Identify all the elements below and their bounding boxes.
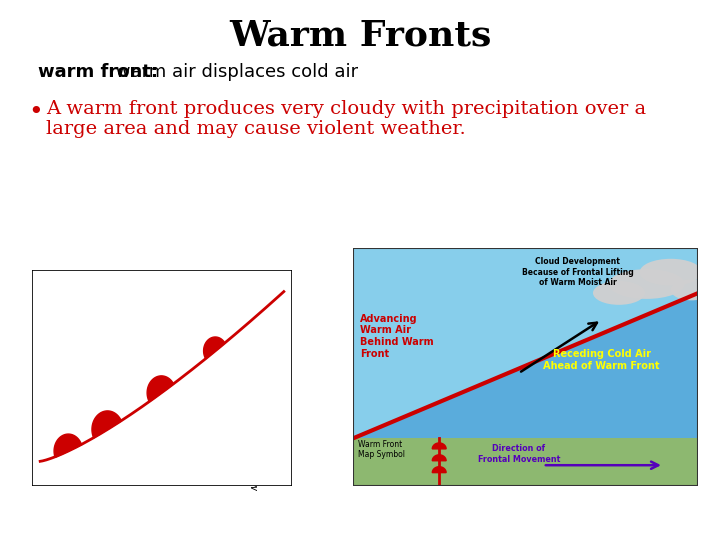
Text: Warm Front
Map Symbol: Warm Front Map Symbol [358, 440, 405, 460]
Text: Warm Fronts: Warm Fronts [229, 18, 491, 52]
Polygon shape [92, 411, 122, 438]
Ellipse shape [608, 269, 685, 299]
Text: Cloud Development
Because of Frontal Lifting
of Warm Moist Air: Cloud Development Because of Frontal Lif… [521, 257, 634, 287]
Polygon shape [432, 443, 446, 449]
Text: warm air displaces cold air: warm air displaces cold air [110, 63, 358, 81]
Polygon shape [432, 467, 446, 472]
Polygon shape [204, 337, 225, 359]
Text: large area and may cause violent weather.: large area and may cause violent weather… [46, 120, 466, 138]
Polygon shape [147, 376, 174, 402]
Text: Direction of
Frontal Movement: Direction of Frontal Movement [477, 444, 560, 464]
Ellipse shape [593, 281, 645, 305]
Text: Advancing
Warm Air
Behind Warm
Front: Advancing Warm Air Behind Warm Front [360, 314, 433, 359]
Text: Direction of flow: Direction of flow [248, 400, 258, 490]
Polygon shape [353, 293, 698, 438]
Polygon shape [432, 455, 446, 461]
Bar [353, 438, 698, 486]
Text: •: • [28, 100, 42, 124]
Ellipse shape [671, 280, 712, 300]
FancyArrow shape [196, 416, 224, 478]
Polygon shape [54, 434, 81, 457]
Text: A warm front produces very cloudy with precipitation over a: A warm front produces very cloudy with p… [46, 100, 646, 118]
Text: warm front:: warm front: [38, 63, 158, 81]
Ellipse shape [639, 259, 702, 286]
Text: Receding Cold Air
Ahead of Warm Front: Receding Cold Air Ahead of Warm Front [544, 349, 660, 371]
